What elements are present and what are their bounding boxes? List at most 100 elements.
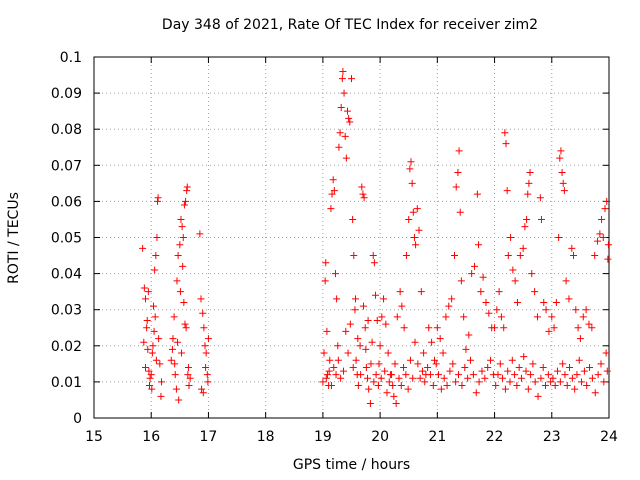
data-point — [176, 241, 184, 249]
data-point — [579, 313, 587, 321]
data-point — [588, 374, 596, 382]
data-point — [359, 190, 367, 198]
data-point — [506, 378, 514, 386]
data-point — [405, 215, 413, 223]
data-point — [524, 385, 532, 393]
data-point — [321, 277, 329, 285]
data-point — [370, 259, 378, 267]
data-point — [364, 317, 372, 325]
data-point — [360, 302, 368, 310]
data-point — [204, 335, 212, 343]
data-point — [443, 382, 451, 390]
data-point — [458, 382, 466, 390]
data-point — [144, 345, 152, 353]
data-point — [531, 288, 539, 296]
data-point — [534, 392, 542, 400]
data-point — [511, 277, 519, 285]
data-point — [519, 244, 527, 252]
data-point — [455, 147, 463, 155]
data-point — [424, 363, 432, 371]
data-point — [376, 342, 384, 350]
data-point — [421, 378, 429, 386]
data-point — [446, 367, 454, 375]
data-point — [337, 374, 345, 382]
data-point — [594, 237, 602, 245]
data-point — [436, 335, 444, 343]
data-point — [439, 349, 447, 357]
data-point — [144, 288, 152, 296]
data-point — [319, 378, 327, 386]
data-point — [370, 378, 378, 386]
data-point — [559, 179, 567, 187]
data-point — [346, 320, 354, 328]
data-point — [522, 367, 530, 375]
data-point — [572, 306, 580, 314]
data-point — [563, 382, 571, 390]
data-point — [452, 378, 460, 386]
data-point — [507, 234, 515, 241]
data-point — [180, 298, 188, 306]
data-point — [511, 371, 519, 379]
data-point — [457, 277, 465, 285]
data-point — [547, 378, 555, 386]
data-point — [472, 389, 480, 397]
data-point — [451, 252, 458, 260]
data-point — [406, 165, 414, 173]
data-point — [202, 349, 210, 357]
data-point — [396, 288, 404, 296]
data-point — [603, 367, 611, 375]
data-point — [199, 309, 207, 317]
data-point — [448, 295, 456, 303]
data-point — [591, 252, 599, 260]
x-tick-label: 21 — [428, 429, 446, 445]
data-point — [533, 313, 541, 321]
data-point — [420, 349, 428, 357]
data-point — [142, 363, 149, 371]
data-point — [361, 324, 369, 332]
data-point — [539, 363, 547, 371]
data-point — [594, 371, 602, 379]
data-point — [425, 324, 433, 332]
data-point — [173, 277, 181, 285]
data-point — [198, 385, 206, 393]
data-point — [455, 371, 463, 379]
data-point — [366, 400, 374, 408]
data-point — [414, 360, 422, 368]
data-point — [565, 295, 573, 303]
data-point — [500, 324, 508, 332]
data-point — [184, 363, 192, 371]
data-point — [603, 197, 611, 205]
data-point — [467, 356, 475, 364]
data-point — [574, 324, 582, 332]
data-point — [524, 190, 532, 198]
data-point — [336, 129, 344, 137]
data-point — [495, 288, 503, 296]
data-point — [523, 215, 531, 223]
data-point — [515, 363, 523, 371]
data-point — [536, 194, 544, 202]
data-point — [333, 295, 341, 303]
data-point — [354, 382, 362, 390]
data-point — [432, 360, 440, 368]
data-point — [183, 183, 191, 191]
data-point — [402, 252, 410, 260]
data-point — [322, 374, 330, 382]
y-tick-label: 0.02 — [51, 339, 82, 355]
data-point — [145, 367, 153, 375]
data-point — [329, 176, 337, 184]
data-point — [445, 302, 453, 310]
data-point — [339, 367, 347, 375]
data-point — [585, 320, 593, 328]
data-point — [571, 385, 579, 393]
data-point — [200, 324, 208, 332]
data-point — [468, 270, 476, 278]
data-point — [340, 89, 348, 97]
x-axis-label: GPS time / hours — [292, 457, 411, 473]
x-tick-label: 22 — [486, 429, 504, 445]
data-point — [350, 252, 358, 260]
data-point — [326, 356, 334, 364]
data-point — [548, 313, 556, 321]
data-point — [153, 234, 161, 241]
data-point — [400, 324, 408, 332]
data-point — [501, 385, 509, 393]
